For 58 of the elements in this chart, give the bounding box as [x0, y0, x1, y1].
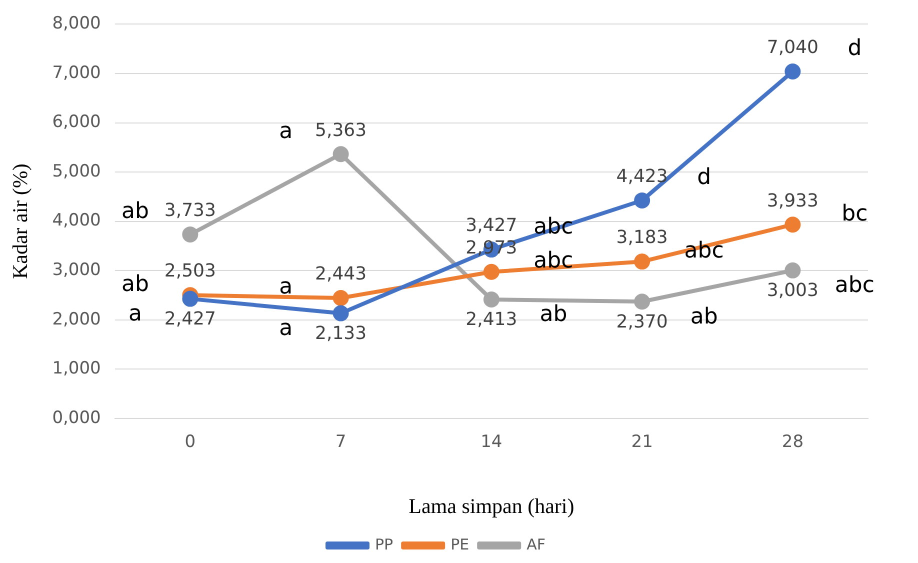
y-tick-label: 5,000 [52, 161, 101, 182]
data-label: 2,370 [616, 311, 668, 332]
annotation: a [279, 316, 293, 342]
point [784, 262, 801, 278]
y-tick-label: 6,000 [52, 112, 101, 132]
annotation: bc [842, 201, 868, 226]
y-tick-label: 2,000 [52, 309, 101, 330]
annotation: abc [834, 273, 874, 298]
data-label: 3,183 [616, 227, 668, 248]
point [784, 216, 801, 233]
x-tick-label: 7 [335, 432, 346, 452]
annotation: d [697, 165, 712, 190]
annotation: ab [121, 199, 149, 224]
data-label: 7,040 [766, 37, 818, 58]
point [182, 290, 198, 307]
annotation: a [279, 274, 293, 300]
legend-label: PP [375, 535, 394, 554]
point [634, 192, 650, 208]
x-tick-label: 0 [184, 432, 196, 452]
x-tick-label: 28 [782, 432, 804, 452]
data-label: 5,363 [315, 120, 367, 141]
point [332, 305, 349, 322]
x-axis-title: Lama simpan (hari) [408, 494, 574, 518]
data-label: 3,427 [466, 215, 518, 236]
y-tick-label: 1,000 [52, 358, 101, 379]
data-label: 2,503 [164, 260, 216, 282]
point [182, 226, 198, 242]
annotation: a [279, 118, 293, 144]
y-tick-label: 7,000 [52, 62, 101, 83]
x-tick-label: 21 [631, 432, 653, 452]
point [483, 264, 500, 280]
data-label: 3,003 [766, 280, 818, 302]
data-label: 2,133 [315, 322, 367, 344]
annotation: ab [540, 302, 568, 328]
y-tick-label: 3,000 [52, 260, 101, 280]
point [784, 64, 801, 80]
x-tick-label: 14 [480, 432, 502, 452]
annotation: ab [690, 304, 718, 330]
data-label: 3,933 [766, 190, 818, 212]
data-label: 2,413 [466, 309, 518, 330]
data-label: 2,443 [315, 264, 367, 285]
point [332, 290, 349, 306]
legend-label: PE [450, 535, 470, 554]
y-tick-label: 0,000 [52, 408, 101, 428]
annotation: d [848, 36, 862, 62]
point [634, 294, 650, 310]
legend-label: AF [526, 535, 546, 554]
y-axis-title: Kadar air (%) [8, 164, 32, 280]
data-label: 2,427 [164, 308, 216, 330]
annotation: ab [121, 272, 149, 297]
data-label: 4,423 [616, 166, 668, 188]
y-tick-label: 8,000 [52, 14, 101, 34]
point [634, 254, 650, 270]
data-label: 3,733 [164, 200, 216, 222]
y-tick-label: 4,000 [52, 210, 101, 231]
point [483, 292, 500, 308]
point [332, 146, 349, 162]
annotation: a [128, 302, 142, 327]
